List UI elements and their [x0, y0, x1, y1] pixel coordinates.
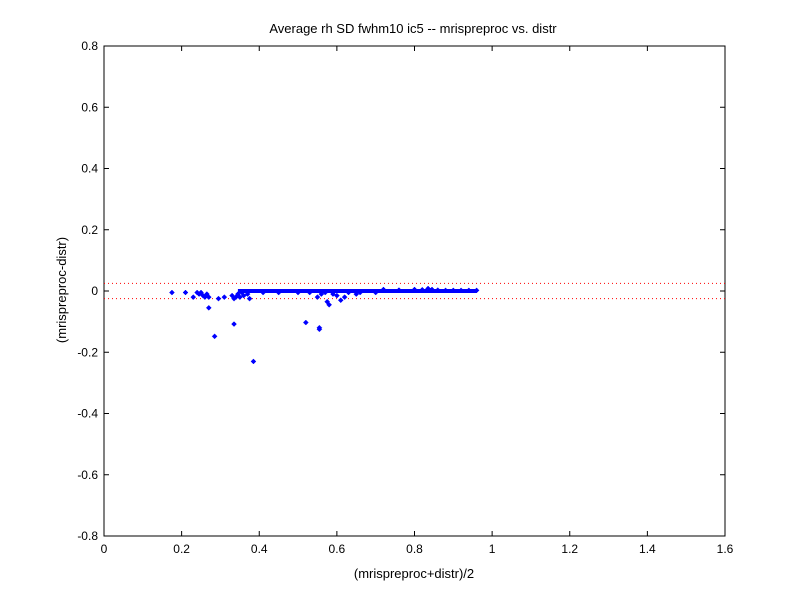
y-axis-label: (mrispreproc-distr): [54, 237, 69, 343]
data-point: [205, 304, 212, 311]
chart-title: Average rh SD fwhm10 ic5 -- mrispreproc …: [269, 21, 557, 36]
data-point: [182, 289, 189, 296]
y-tick-label: 0.8: [81, 39, 98, 53]
data-point: [337, 297, 344, 304]
y-tick-label: 0: [91, 284, 98, 298]
data-point: [458, 287, 464, 294]
x-axis-label: (mrispreproc+distr)/2: [354, 566, 474, 581]
data-point: [341, 294, 348, 300]
data-point: [205, 294, 212, 300]
plot-area: 0 0.2 0.4 0.6 0.8 1 1.2 1.4 1.6 -0.8 -0.6 -0.4 -0.2…: [77, 39, 733, 556]
data-point: [425, 285, 431, 292]
data-point: [473, 287, 480, 294]
data-point: [190, 294, 197, 300]
data-point: [442, 287, 449, 294]
data-point: [345, 289, 352, 296]
data-point: [450, 287, 457, 294]
x-tick-label: 1: [489, 542, 496, 556]
data-point: [411, 286, 418, 293]
data-point: [250, 358, 257, 365]
data-point: [169, 289, 175, 296]
data-points: [169, 285, 480, 365]
data-point: [316, 326, 323, 333]
data-point: [334, 292, 340, 299]
data-point: [275, 289, 282, 296]
x-tick-label: 0.8: [406, 542, 423, 556]
data-point: [330, 291, 336, 297]
y-tick-label: 0.4: [81, 162, 98, 176]
data-point: [244, 291, 251, 297]
data-point: [306, 289, 313, 296]
x-tick-label: 1.6: [717, 542, 734, 556]
y-tick-label: -0.6: [77, 468, 98, 482]
data-point: [380, 286, 387, 293]
x-tick-label: 0.4: [251, 542, 268, 556]
data-point: [295, 289, 301, 296]
data-point: [465, 287, 472, 294]
data-point: [215, 295, 222, 302]
data-point: [419, 286, 426, 293]
data-point: [357, 289, 364, 296]
x-tick-label: 1.4: [639, 542, 656, 556]
y-axis-ticks: -0.8 -0.6 -0.4 -0.2 0 0.2 0.4 0.6 0.8: [77, 39, 725, 543]
data-point: [322, 289, 329, 296]
data-point: [260, 289, 266, 296]
y-tick-label: -0.4: [77, 407, 98, 421]
x-tick-label: 0.6: [329, 542, 346, 556]
data-point: [396, 287, 402, 293]
x-tick-label: 0: [101, 542, 108, 556]
data-point: [318, 291, 325, 297]
data-point: [429, 286, 435, 293]
data-point: [434, 287, 441, 293]
data-point: [326, 301, 332, 308]
data-point: [246, 295, 253, 302]
data-point: [211, 333, 218, 340]
data-point: [314, 294, 321, 300]
data-point: [221, 294, 228, 300]
x-tick-label: 0.2: [173, 542, 190, 556]
data-point: [372, 289, 379, 296]
y-tick-label: -0.2: [77, 345, 98, 359]
data-point: [236, 294, 243, 300]
data-point: [353, 291, 360, 297]
y-tick-label: -0.8: [77, 529, 98, 543]
x-axis-ticks: 0 0.2 0.4 0.6 0.8 1 1.2 1.4 1.6: [101, 46, 734, 556]
data-point: [240, 292, 247, 299]
y-tick-label: 0.6: [81, 100, 98, 114]
x-tick-label: 1.2: [561, 542, 578, 556]
data-point: [231, 321, 237, 327]
data-point: [302, 319, 309, 326]
y-tick-label: 0.2: [81, 223, 98, 237]
